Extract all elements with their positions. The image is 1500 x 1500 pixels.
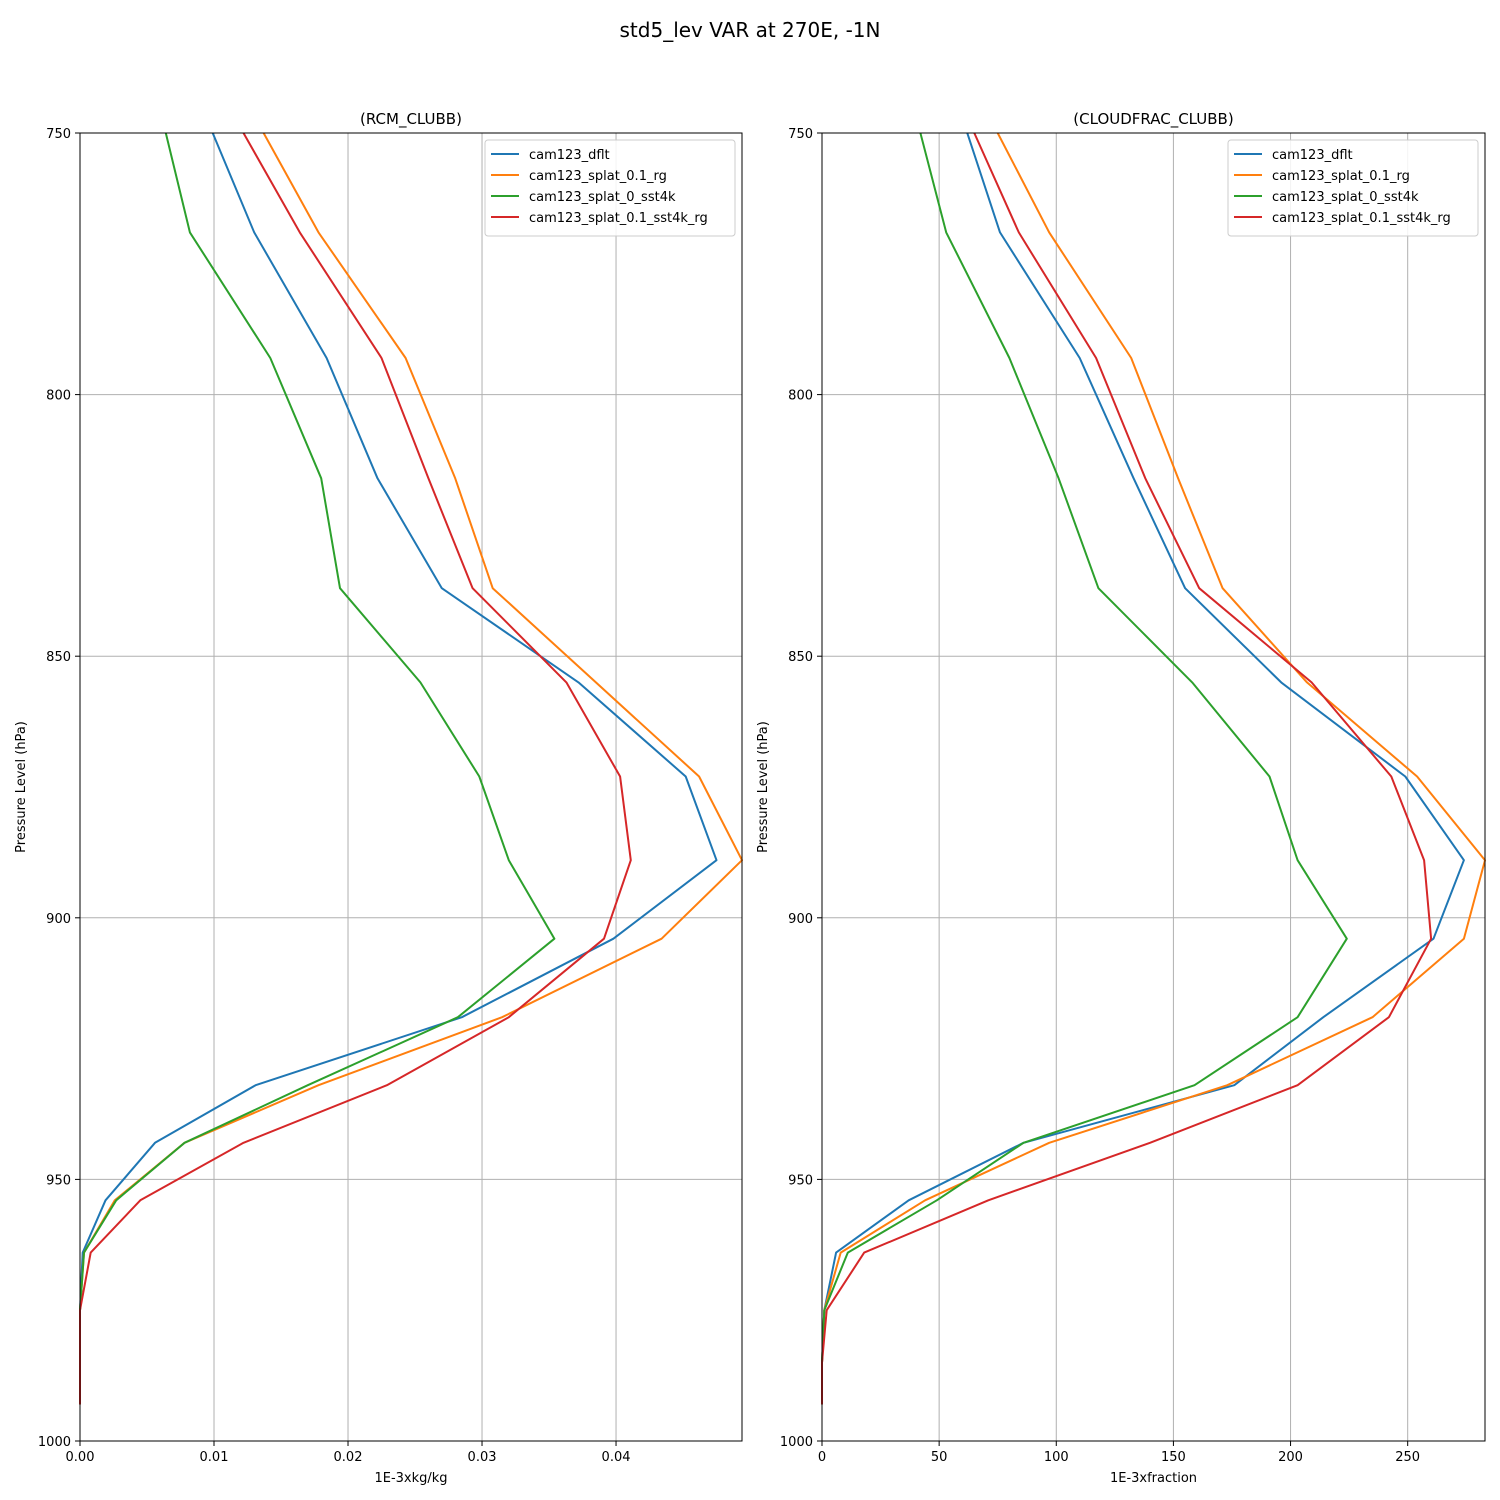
x-tick-label: 0.04 [602, 1450, 631, 1465]
x-tick-label: 0.00 [66, 1450, 95, 1465]
series-line-cam123-splat-0-1-rg [821, 132, 1486, 1405]
x-tick-label: 100 [1044, 1450, 1069, 1465]
series-line-cam123-splat-0-sst4k [79, 132, 556, 1405]
y-tick-label: 850 [788, 650, 813, 665]
legend-label: cam123_splat_0.1_sst4k_rg [529, 211, 708, 226]
series-line-cam123-splat-0-1-sst4k-rg [79, 132, 632, 1405]
y-tick-label: 900 [788, 912, 813, 927]
legend-box [484, 139, 736, 237]
x-axis-label: 1E-3xfraction [1110, 1471, 1197, 1486]
y-axis-label: Pressure Level (hPa) [756, 721, 771, 853]
panel-title: (RCM_CLUBB) [360, 110, 462, 129]
panel-title: (CLOUDFRAC_CLUBB) [1073, 110, 1233, 129]
chart-panel-2: 0 50 100 150 200 250 750 800 850 900 950 1000 (CLOUD… [756, 110, 1486, 1486]
legend: cam123_dflt cam123_splat_0.1_rg cam123_spl… [484, 139, 736, 237]
x-tick-label: 0 [818, 1450, 826, 1465]
figure-title: std5_lev VAR at 270E, -1N [620, 18, 881, 42]
y-tick-label: 900 [46, 912, 71, 927]
x-tick-label: 250 [1395, 1450, 1420, 1465]
legend-label: cam123_dflt [1272, 148, 1353, 163]
series-line-cam123-splat-0-1-sst4k-rg [821, 132, 1433, 1405]
y-tick-label: 950 [788, 1173, 813, 1188]
y-tick-label: 800 [46, 389, 71, 404]
legend-box [1227, 139, 1479, 237]
y-tick-label: 850 [46, 650, 71, 665]
y-tick-label: 750 [788, 127, 813, 142]
x-axis-label: 1E-3xkg/kg [374, 1471, 447, 1486]
legend-label: cam123_splat_0.1_rg [529, 169, 667, 184]
x-tick-label: 0.02 [334, 1450, 363, 1465]
y-tick-label: 800 [788, 389, 813, 404]
legend: cam123_dflt cam123_splat_0.1_rg cam123_spl… [1227, 139, 1479, 237]
x-tick-label: 50 [931, 1450, 948, 1465]
x-tick-label: 0.01 [200, 1450, 229, 1465]
axes-frame [79, 132, 743, 1442]
x-tick-label: 150 [1161, 1450, 1186, 1465]
y-tick-label: 750 [46, 127, 71, 142]
legend-label: cam123_splat_0_sst4k [529, 190, 676, 205]
y-axis-label: Pressure Level (hPa) [14, 721, 29, 853]
legend-label: cam123_splat_0.1_sst4k_rg [1272, 211, 1451, 226]
y-tick-label: 950 [46, 1173, 71, 1188]
legend-label: cam123_splat_0.1_rg [1272, 169, 1410, 184]
y-tick-label: 1000 [780, 1435, 813, 1450]
series-line-cam123-dflt [821, 132, 1465, 1405]
x-tick-label: 200 [1278, 1450, 1303, 1465]
series-line-cam123-splat-0-sst4k [821, 132, 1348, 1405]
x-tick-label: 0.03 [468, 1450, 497, 1465]
legend-label: cam123_dflt [529, 148, 610, 163]
axes-frame [821, 132, 1486, 1442]
chart-panel-1: 0.00 0.01 0.02 0.03 0.04 750 800 850 900 950 1000 (… [14, 110, 743, 1486]
legend-label: cam123_splat_0_sst4k [1272, 190, 1419, 205]
y-tick-label: 1000 [38, 1435, 71, 1450]
